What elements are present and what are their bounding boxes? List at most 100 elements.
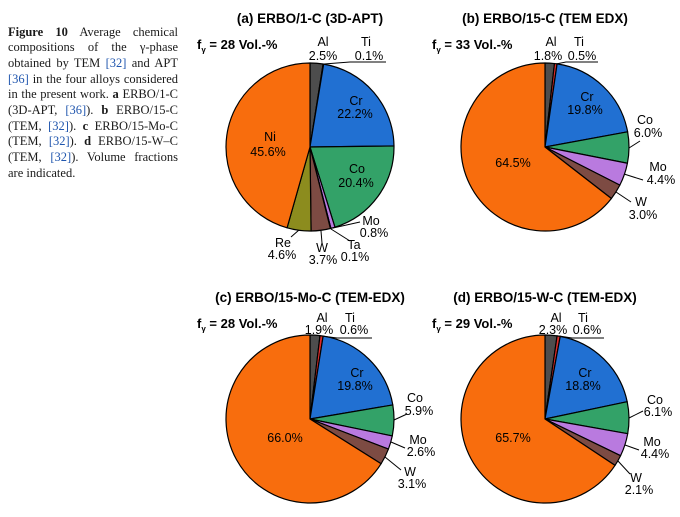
caption-text: in the four alloys considered in the pre… xyxy=(8,71,178,102)
pie-d-leader-Mo xyxy=(624,444,640,451)
caption-text: d xyxy=(84,134,92,149)
pie-a-label-W-element: W xyxy=(316,241,328,255)
pie-b-label-W-element: W xyxy=(635,195,647,209)
pie-c-leader-Ti xyxy=(321,335,372,339)
caption-text: ERBO/15-Mo-C (TEM, xyxy=(8,118,178,149)
caption-text: ). Volume fractions are indicated. xyxy=(8,150,178,180)
caption-text: ERBO/15-C (TEM, xyxy=(8,103,178,133)
caption-text: ). xyxy=(86,103,102,118)
pie-d-label-Mo-percent: 4.4% xyxy=(641,447,670,461)
pie-c-label-W-percent: 3.1% xyxy=(398,477,427,491)
pie-a-label-Al-percent: 2.5% xyxy=(309,49,338,63)
pie-a-label-Ni-element: Ni xyxy=(264,130,276,144)
citation-link[interactable]: [32] xyxy=(50,150,72,165)
pie-b-label-Cr-percent: 19.8% xyxy=(567,103,602,117)
pie-a-label-Cr-percent: 22.2% xyxy=(337,107,372,121)
citation-link[interactable]: [36] xyxy=(65,103,87,118)
pie-a-leader-Re xyxy=(290,229,300,238)
pie-c-label-Co-element: Co xyxy=(407,391,423,405)
caption-text: and APT xyxy=(126,55,178,70)
pie-a-leader-Ta xyxy=(330,228,351,242)
pie-a-label-Ta-element: Ta xyxy=(347,238,360,252)
caption-text: b xyxy=(101,103,109,118)
pie-b-label-Mo-percent: 4.4% xyxy=(647,173,676,187)
pie-d-label-W-element: W xyxy=(630,471,642,485)
figure-caption: Figure 10 Average chemical compositions … xyxy=(8,25,178,182)
pie-c-leader-Co xyxy=(393,413,408,421)
pie-b-slice-Ni xyxy=(460,62,612,232)
chart-d-title: (d) ERBO/15-W-C (TEM-EDX) xyxy=(453,290,637,305)
pie-a-label-Ni-percent: 45.6% xyxy=(250,145,285,159)
pie-a-slice-Ni xyxy=(225,62,311,229)
pie-a-label-Re-percent: 4.6% xyxy=(268,248,297,262)
pie-b-label-Al-element: Al xyxy=(545,35,556,49)
pie-a-label-Re-element: Re xyxy=(275,236,291,250)
pie-a-label-Co-element: Co xyxy=(349,162,365,176)
citation-link[interactable]: [32] xyxy=(48,134,70,149)
pie-c-slice-Ni xyxy=(225,334,382,504)
citation-link[interactable]: [32] xyxy=(105,55,127,70)
pie-c-label-Ti-percent: 0.6% xyxy=(340,323,369,337)
citation-link[interactable]: [32] xyxy=(48,118,69,133)
pie-a-label-Co-percent: 20.4% xyxy=(338,176,373,190)
pie-b-leader-Mo xyxy=(623,173,644,181)
pie-c-label-Al-element: Al xyxy=(316,311,327,325)
pie-c-label-Cr-element: Cr xyxy=(350,366,363,380)
pie-b-leader-Co xyxy=(628,140,641,149)
pie-a-leader-W xyxy=(320,230,323,244)
pie-b-label-W-percent: 3.0% xyxy=(629,208,658,222)
pie-d-leader-Co xyxy=(628,410,644,419)
pie-c-label-Mo-percent: 2.6% xyxy=(407,445,436,459)
pie-b-label-Co-percent: 6.0% xyxy=(634,126,663,140)
pie-a-label-Ta-percent: 0.1% xyxy=(341,250,370,264)
chart-c-title: (c) ERBO/15-Mo-C (TEM-EDX) xyxy=(215,290,405,305)
pie-a-label-W-percent: 3.7% xyxy=(309,253,338,267)
chart-c-volume-fraction: fγ = 28 Vol.-% xyxy=(197,316,278,334)
pie-c-leader-Mo xyxy=(390,441,406,449)
pie-a-label-Mo-percent: 0.8% xyxy=(360,226,389,240)
pie-d-leader-W xyxy=(617,460,631,475)
pie-b-label-Co-element: Co xyxy=(637,113,653,127)
pie-a-leader-Ti xyxy=(323,61,386,65)
pie-b-label-Al-percent: 1.8% xyxy=(534,49,563,63)
caption-text: Average chemical compositions of the γ-p… xyxy=(8,24,178,70)
caption-text: a xyxy=(112,87,119,102)
pie-a-slice-Co xyxy=(309,145,395,228)
chart-b-volume-fraction: fγ = 33 Vol.-% xyxy=(432,37,513,55)
caption-text: ERBO/15-W–C (TEM, xyxy=(8,134,178,165)
pie-a-slice-Cr xyxy=(309,63,395,148)
pie-c-label-Al-percent: 1.9% xyxy=(305,323,334,337)
chart-d-volume-fraction: fγ = 29 Vol.-% xyxy=(432,316,513,334)
pie-b-label-Ti-element: Ti xyxy=(574,35,584,49)
pie-b-leader-W xyxy=(615,191,632,203)
pie-d-label-W-percent: 2.1% xyxy=(625,483,654,497)
caption-text: c xyxy=(82,118,89,133)
pie-d-label-Co-element: Co xyxy=(647,393,663,407)
pie-b-label-Mo-element: Mo xyxy=(649,160,666,174)
pie-a-label-Cr-element: Cr xyxy=(349,94,362,108)
pie-d-label-Ni-percent: 65.7% xyxy=(495,431,530,445)
pie-a-label-Ti-element: Ti xyxy=(361,35,371,49)
pie-c-label-Ti-element: Ti xyxy=(345,311,355,325)
pie-d-label-Ti-element: Ti xyxy=(578,311,588,325)
caption-text: Figure 10 xyxy=(8,24,68,39)
pie-c-label-Co-percent: 5.9% xyxy=(405,404,434,418)
pie-d-label-Cr-percent: 18.8% xyxy=(565,379,600,393)
pie-a-label-Ti-percent: 0.1% xyxy=(355,49,384,63)
pie-c-label-Mo-element: Mo xyxy=(409,433,426,447)
caption-text: ). xyxy=(69,134,85,149)
caption-text: ). xyxy=(68,118,83,133)
pie-b-leader-Ti xyxy=(555,61,598,65)
pie-d-label-Ti-percent: 0.6% xyxy=(573,323,602,337)
chart-a-title: (a) ERBO/1-C (3D-APT) xyxy=(236,11,384,26)
pie-d-label-Co-percent: 6.1% xyxy=(644,405,673,419)
caption-text: ERBO/1-C (3D-APT, xyxy=(8,87,178,118)
pie-b-label-Cr-element: Cr xyxy=(580,90,593,104)
pie-d-label-Al-percent: 2.3% xyxy=(539,323,568,337)
pie-c-label-Ni-percent: 66.0% xyxy=(267,431,302,445)
pie-d-slice-Ni xyxy=(460,334,616,504)
pie-a-label-Al-element: Al xyxy=(317,35,328,49)
citation-link[interactable]: [36] xyxy=(8,71,29,86)
